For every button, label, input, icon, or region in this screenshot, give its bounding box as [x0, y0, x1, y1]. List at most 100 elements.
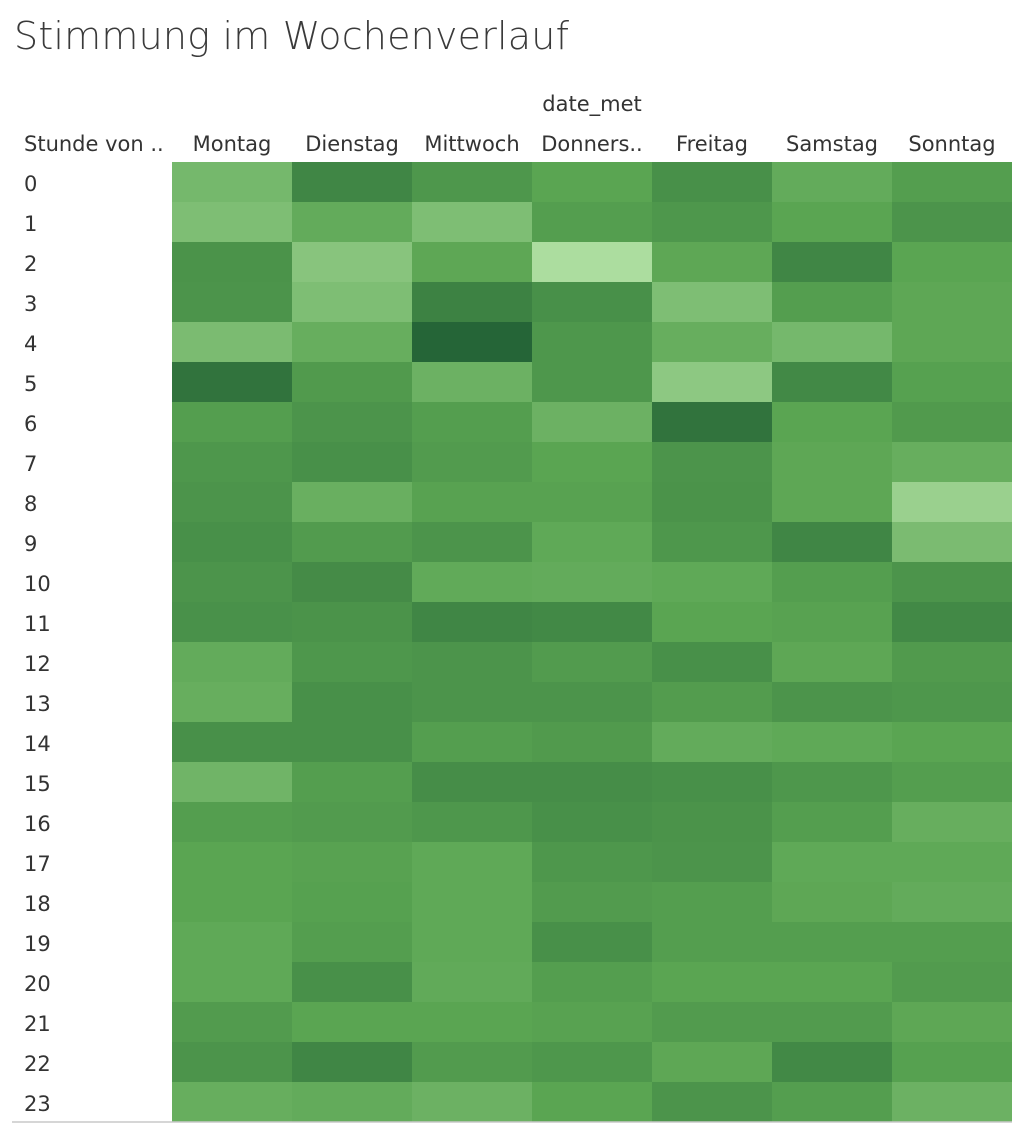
- heatmap-cell[interactable]: [892, 602, 1012, 642]
- heatmap-cell[interactable]: [892, 162, 1012, 202]
- heatmap-cell[interactable]: [652, 602, 772, 642]
- heatmap-cell[interactable]: [772, 282, 892, 322]
- heatmap-cell[interactable]: [412, 842, 532, 882]
- heatmap-cell[interactable]: [892, 682, 1012, 722]
- heatmap-cell[interactable]: [172, 922, 292, 962]
- heatmap-cell[interactable]: [652, 202, 772, 242]
- heatmap-cell[interactable]: [892, 722, 1012, 762]
- heatmap-cell[interactable]: [532, 682, 652, 722]
- heatmap-cell[interactable]: [412, 762, 532, 802]
- heatmap-cell[interactable]: [412, 522, 532, 562]
- heatmap-cell[interactable]: [292, 922, 412, 962]
- heatmap-cell[interactable]: [172, 442, 292, 482]
- heatmap-cell[interactable]: [532, 362, 652, 402]
- heatmap-cell[interactable]: [292, 1002, 412, 1042]
- heatmap-cell[interactable]: [412, 682, 532, 722]
- heatmap-cell[interactable]: [892, 882, 1012, 922]
- heatmap-cell[interactable]: [532, 722, 652, 762]
- heatmap-cell[interactable]: [172, 802, 292, 842]
- heatmap-cell[interactable]: [172, 322, 292, 362]
- heatmap-cell[interactable]: [652, 242, 772, 282]
- heatmap-cell[interactable]: [772, 242, 892, 282]
- heatmap-cell[interactable]: [892, 962, 1012, 1002]
- heatmap-cell[interactable]: [772, 762, 892, 802]
- heatmap-cell[interactable]: [652, 322, 772, 362]
- heatmap-cell[interactable]: [772, 1002, 892, 1042]
- heatmap-cell[interactable]: [772, 882, 892, 922]
- heatmap-cell[interactable]: [652, 722, 772, 762]
- heatmap-cell[interactable]: [892, 562, 1012, 602]
- heatmap-cell[interactable]: [532, 1082, 652, 1122]
- heatmap-cell[interactable]: [652, 442, 772, 482]
- heatmap-cell[interactable]: [172, 562, 292, 602]
- heatmap-cell[interactable]: [532, 882, 652, 922]
- heatmap-cell[interactable]: [172, 962, 292, 1002]
- heatmap-cell[interactable]: [412, 642, 532, 682]
- heatmap-cell[interactable]: [292, 162, 412, 202]
- heatmap-cell[interactable]: [892, 282, 1012, 322]
- heatmap-cell[interactable]: [412, 242, 532, 282]
- heatmap-cell[interactable]: [532, 762, 652, 802]
- heatmap-cell[interactable]: [532, 1042, 652, 1082]
- heatmap-cell[interactable]: [772, 322, 892, 362]
- heatmap-cell[interactable]: [772, 442, 892, 482]
- heatmap-cell[interactable]: [772, 802, 892, 842]
- heatmap-cell[interactable]: [772, 522, 892, 562]
- heatmap-cell[interactable]: [292, 442, 412, 482]
- heatmap-cell[interactable]: [412, 922, 532, 962]
- heatmap-cell[interactable]: [892, 762, 1012, 802]
- heatmap-cell[interactable]: [532, 322, 652, 362]
- heatmap-cell[interactable]: [292, 322, 412, 362]
- heatmap-cell[interactable]: [892, 322, 1012, 362]
- heatmap-cell[interactable]: [772, 162, 892, 202]
- heatmap-cell[interactable]: [892, 482, 1012, 522]
- heatmap-cell[interactable]: [532, 842, 652, 882]
- heatmap-cell[interactable]: [772, 562, 892, 602]
- heatmap-cell[interactable]: [652, 282, 772, 322]
- heatmap-cell[interactable]: [532, 442, 652, 482]
- heatmap-cell[interactable]: [412, 322, 532, 362]
- heatmap-cell[interactable]: [772, 842, 892, 882]
- heatmap-cell[interactable]: [772, 202, 892, 242]
- heatmap-cell[interactable]: [532, 242, 652, 282]
- heatmap-cell[interactable]: [652, 842, 772, 882]
- heatmap-cell[interactable]: [172, 162, 292, 202]
- heatmap-cell[interactable]: [532, 522, 652, 562]
- heatmap-cell[interactable]: [172, 482, 292, 522]
- heatmap-cell[interactable]: [172, 282, 292, 322]
- heatmap-cell[interactable]: [412, 282, 532, 322]
- heatmap-cell[interactable]: [652, 922, 772, 962]
- heatmap-cell[interactable]: [532, 802, 652, 842]
- heatmap-cell[interactable]: [412, 362, 532, 402]
- heatmap-cell[interactable]: [292, 842, 412, 882]
- heatmap-cell[interactable]: [292, 682, 412, 722]
- heatmap-cell[interactable]: [892, 362, 1012, 402]
- heatmap-cell[interactable]: [292, 642, 412, 682]
- heatmap-cell[interactable]: [292, 802, 412, 842]
- heatmap-cell[interactable]: [412, 562, 532, 602]
- heatmap-cell[interactable]: [412, 442, 532, 482]
- heatmap-cell[interactable]: [892, 1082, 1012, 1122]
- heatmap-cell[interactable]: [892, 802, 1012, 842]
- heatmap-cell[interactable]: [172, 642, 292, 682]
- heatmap-cell[interactable]: [412, 482, 532, 522]
- heatmap-cell[interactable]: [172, 402, 292, 442]
- heatmap-cell[interactable]: [172, 522, 292, 562]
- heatmap-cell[interactable]: [652, 1042, 772, 1082]
- heatmap-cell[interactable]: [292, 1042, 412, 1082]
- heatmap-cell[interactable]: [652, 362, 772, 402]
- heatmap-cell[interactable]: [532, 642, 652, 682]
- heatmap-cell[interactable]: [532, 1002, 652, 1042]
- heatmap-cell[interactable]: [292, 602, 412, 642]
- heatmap-cell[interactable]: [532, 202, 652, 242]
- heatmap-cell[interactable]: [652, 1082, 772, 1122]
- heatmap-cell[interactable]: [412, 402, 532, 442]
- heatmap-cell[interactable]: [772, 682, 892, 722]
- heatmap-cell[interactable]: [652, 402, 772, 442]
- heatmap-cell[interactable]: [292, 1082, 412, 1122]
- heatmap-cell[interactable]: [772, 402, 892, 442]
- heatmap-cell[interactable]: [892, 1042, 1012, 1082]
- heatmap-cell[interactable]: [532, 162, 652, 202]
- heatmap-cell[interactable]: [412, 722, 532, 762]
- heatmap-cell[interactable]: [652, 682, 772, 722]
